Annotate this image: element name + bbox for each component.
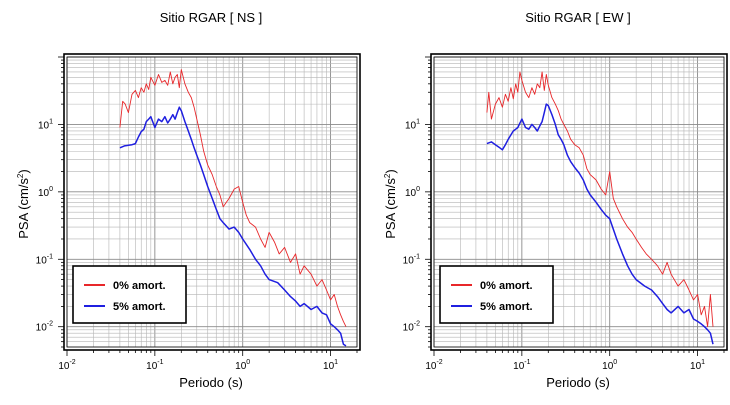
x-tick-label: 101 (690, 359, 705, 372)
legend-box (72, 265, 187, 324)
legend-label: 5% amort. (113, 301, 166, 313)
legend: 0% amort. 5% amort. (72, 265, 187, 324)
y-tick-label-base: 10 (405, 120, 417, 131)
y-tick-label-exp: -2 (47, 321, 53, 328)
x-tick-label-exp: 0 (613, 359, 617, 366)
y-tick-label-exp: 0 (416, 186, 420, 193)
y-tick-label: 10-2 (36, 321, 53, 334)
x-tick-label: 10-2 (58, 359, 75, 372)
plot-frame-inner (433, 56, 725, 348)
x-tick-label-base: 10 (146, 361, 158, 372)
y-axis-label: PSA (cm/s2) (383, 169, 398, 238)
y-tick-label-exp: 1 (416, 118, 420, 125)
y-axis-label-close: ) (383, 169, 398, 173)
y-tick-label-base: 10 (405, 188, 417, 199)
x-tick-label: 100 (602, 359, 617, 372)
y-tick-label: 101 (405, 118, 420, 131)
plot-frame-inner (66, 56, 358, 348)
x-tick-label: 101 (323, 359, 338, 372)
y-tick-label-exp: 1 (49, 118, 53, 125)
x-tick-label: 10-1 (146, 359, 163, 372)
x-tick-label: 10-2 (425, 359, 442, 372)
x-tick-label-exp: 0 (246, 359, 250, 366)
x-tick-label-base: 10 (602, 361, 614, 372)
y-axis-label-sup: 2 (16, 173, 25, 178)
y-tick-label: 101 (38, 118, 53, 131)
x-tick-label: 10-1 (513, 359, 530, 372)
x-axis-label: Periodo (s) (179, 375, 243, 390)
y-tick-label: 10-1 (36, 253, 53, 266)
x-tick-label-exp: -1 (524, 359, 530, 366)
series-line-damped (486, 103, 714, 345)
x-tick-label-base: 10 (235, 361, 247, 372)
y-tick-label-exp: 0 (49, 186, 53, 193)
legend-label: 5% amort. (480, 301, 533, 313)
y-tick-label: 100 (405, 186, 420, 199)
legend-label: 0% amort. (113, 280, 166, 292)
x-tick-label: 100 (235, 359, 250, 372)
y-tick-label: 10-2 (403, 321, 420, 334)
y-tick-label: 10-1 (403, 253, 420, 266)
x-tick-label-base: 10 (58, 361, 70, 372)
y-axis-label-sup: 2 (383, 173, 392, 178)
y-axis-label-main: PSA (cm/s (16, 178, 31, 239)
x-tick-label-base: 10 (425, 361, 437, 372)
y-tick-label-base: 10 (36, 255, 48, 266)
y-tick-label-base: 10 (403, 255, 415, 266)
y-tick-label-exp: -1 (414, 253, 420, 260)
series-line-undamped (119, 69, 347, 327)
y-tick-label-exp: -1 (47, 253, 53, 260)
y-tick-label-base: 10 (36, 323, 48, 334)
y-tick-label-base: 10 (38, 120, 50, 131)
y-axis-label: PSA (cm/s2) (16, 169, 31, 238)
y-tick-label-base: 10 (403, 323, 415, 334)
x-tick-label-exp: -2 (69, 359, 75, 366)
chart-panel-ew: Sitio RGAR [ EW ] Periodo (s) PSA (cm/s2… (383, 10, 728, 390)
y-tick-label: 100 (38, 186, 53, 199)
y-axis-label-main: PSA (cm/s (383, 178, 398, 239)
legend-label: 0% amort. (480, 280, 533, 292)
x-tick-label-exp: 1 (334, 359, 338, 366)
x-tick-label-exp: 1 (701, 359, 705, 366)
chart-title: Sitio RGAR [ EW ] (525, 10, 630, 25)
x-tick-label-exp: -2 (436, 359, 442, 366)
y-axis-label-close: ) (16, 169, 31, 173)
legend: 0% amort. 5% amort. (439, 265, 554, 324)
chart-panel-ns: Sitio RGAR [ NS ] Periodo (s) PSA (cm/s2… (16, 10, 361, 390)
y-tick-label-exp: -2 (414, 321, 420, 328)
series-line-damped (119, 106, 347, 347)
x-tick-label-base: 10 (323, 361, 335, 372)
legend-box (439, 265, 554, 324)
x-tick-label-base: 10 (513, 361, 525, 372)
x-tick-label-base: 10 (690, 361, 702, 372)
series-line-undamped (486, 71, 714, 328)
x-axis-label: Periodo (s) (546, 375, 610, 390)
y-tick-label-base: 10 (38, 188, 50, 199)
x-tick-label-exp: -1 (157, 359, 163, 366)
chart-title: Sitio RGAR [ NS ] (160, 10, 263, 25)
